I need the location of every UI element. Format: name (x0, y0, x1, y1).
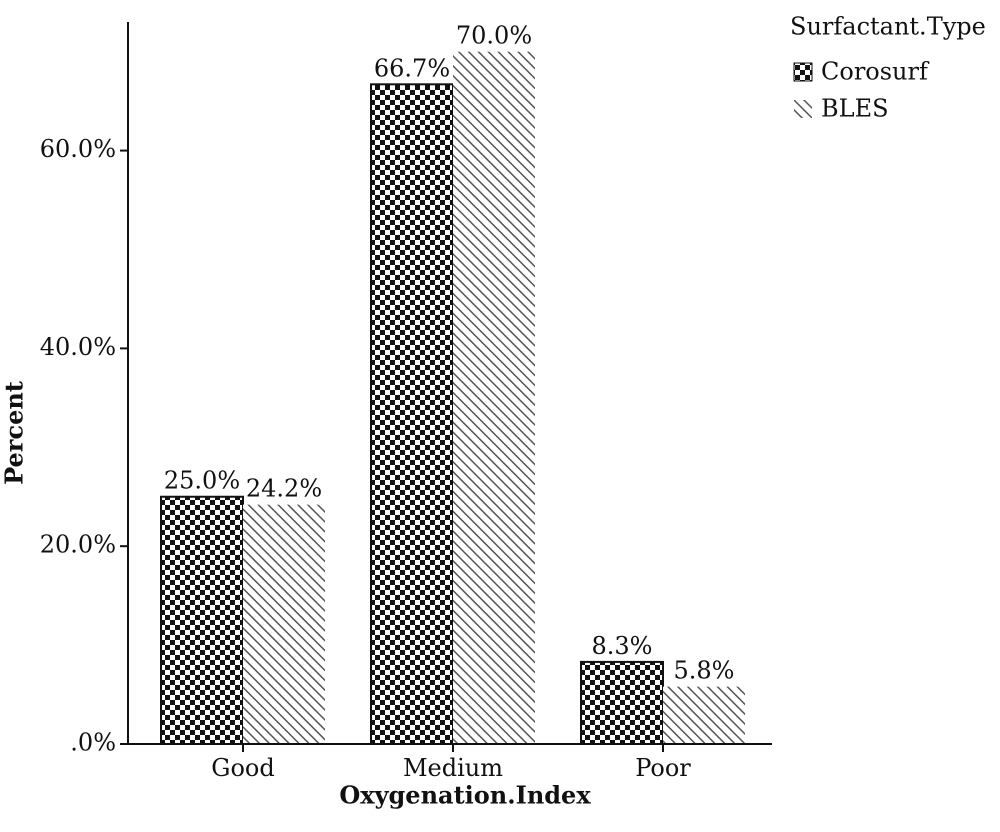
legend-swatch-bles (794, 100, 812, 118)
legend-swatch-corosurf (793, 62, 813, 82)
y-tick-label: 20.0% (40, 531, 116, 559)
data-label-bles-medium: 70.0% (456, 22, 532, 50)
x-ticks: Good Medium Poor (211, 744, 691, 782)
data-labels-layer: 25.0% 66.7% 8.3% 24.2% 70.0% 5.8% (164, 22, 735, 685)
bar-corosurf-poor (580, 660, 664, 746)
legend-label-bles: BLES (821, 95, 889, 123)
bar-bles-medium (453, 51, 535, 744)
y-tick-label: .0% (70, 729, 116, 757)
legend-title: Surfactant.Type (790, 13, 986, 41)
bars-layer (160, 51, 745, 746)
data-label-bles-poor: 5.8% (674, 657, 735, 685)
legend-item-bles: BLES (794, 95, 889, 123)
data-label-corosurf-poor: 8.3% (592, 632, 653, 660)
y-ticks: .0% 20.0% 40.0% 60.0% (40, 135, 128, 757)
x-axis-title: Oxygenation.Index (339, 781, 591, 810)
bar-corosurf-medium (370, 83, 454, 746)
x-tick-label-medium: Medium (403, 754, 503, 782)
bar-corosurf-good (160, 495, 244, 745)
legend-label-corosurf: Corosurf (821, 58, 930, 86)
x-tick-label-good: Good (211, 754, 274, 782)
data-label-corosurf-good: 25.0% (164, 467, 240, 495)
y-tick-label: 40.0% (40, 333, 116, 361)
y-tick-label: 60.0% (40, 135, 116, 163)
data-label-corosurf-medium: 66.7% (374, 54, 450, 82)
x-tick-label-poor: Poor (635, 754, 691, 782)
bar-bles-poor (663, 686, 745, 744)
data-label-bles-good: 24.2% (246, 475, 322, 503)
legend: Surfactant.Type Corosurf BLES (790, 13, 986, 123)
bar-bles-good (243, 504, 325, 744)
legend-item-corosurf: Corosurf (793, 58, 930, 86)
y-axis-title: Percent (0, 381, 29, 485)
